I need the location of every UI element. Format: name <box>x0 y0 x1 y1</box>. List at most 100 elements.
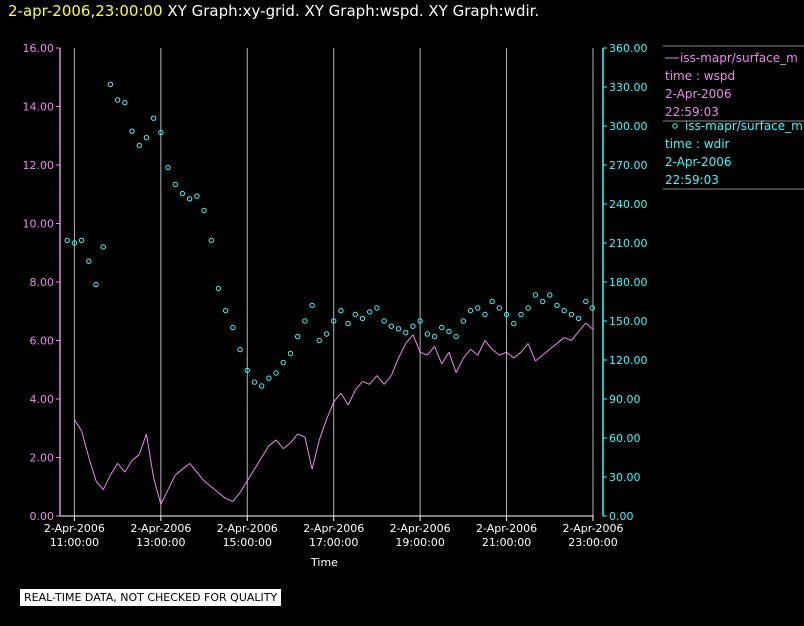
x-tick-time: 23:00:00 <box>568 536 617 549</box>
wdir-point <box>439 324 445 331</box>
wspd-segment <box>117 463 126 473</box>
wdir-point <box>453 333 459 340</box>
wspd-segment <box>549 343 558 350</box>
wspd-segment <box>564 337 572 341</box>
wspd-segment <box>347 390 356 406</box>
wdir-point <box>302 318 308 324</box>
right-tick-label: 180.00 <box>609 276 648 289</box>
wdir-point <box>237 346 243 353</box>
wdir-point <box>554 302 560 309</box>
wdir-point <box>403 330 409 336</box>
right-tick-label: 360.00 <box>609 42 648 55</box>
legend-date: 2-Apr-2006 <box>665 87 732 101</box>
wdir-point <box>417 318 423 324</box>
left-tick-label: 16.00 <box>23 42 55 55</box>
x-tick-time: 15:00:00 <box>223 536 272 549</box>
right-tick-label: 330.00 <box>609 81 648 94</box>
wdir-point <box>589 305 595 311</box>
wspd-series <box>73 322 593 505</box>
x-tick-date: 2-Apr-2006 <box>130 522 191 535</box>
wdir-point <box>222 307 229 314</box>
wdir-point <box>230 324 236 331</box>
wspd-segment <box>73 419 83 432</box>
wdir-point <box>359 315 366 322</box>
wspd-segment <box>311 439 320 470</box>
wspd-segment <box>578 322 587 333</box>
x-tick-time: 13:00:00 <box>136 536 185 549</box>
wdir-point <box>100 244 106 250</box>
wdir-point <box>186 196 193 202</box>
wspd-segment <box>326 401 335 420</box>
wspd-segment <box>268 439 277 447</box>
right-tick-label: 120.00 <box>609 354 648 367</box>
legend-variable: time : wdir <box>665 137 730 151</box>
wspd-segment <box>145 434 155 479</box>
wdir-point <box>244 367 250 374</box>
wspd-segment <box>455 357 464 373</box>
wdir-point <box>194 193 200 199</box>
wspd-segment <box>290 433 299 444</box>
wspd-segment <box>254 457 263 470</box>
legend-point-swatch <box>672 123 678 129</box>
wdir-point <box>158 129 164 136</box>
x-tick-time: 21:00:00 <box>482 536 531 549</box>
wspd-segment <box>542 348 551 356</box>
wdir-point <box>482 311 488 318</box>
wspd-segment <box>189 463 198 473</box>
wdir-point <box>395 326 402 332</box>
wspd-segment <box>426 346 435 356</box>
right-tick-label: 300.00 <box>609 120 648 133</box>
x-tick-date: 2-Apr-2006 <box>476 522 537 535</box>
wdir-point <box>424 331 431 337</box>
wspd-segment <box>369 375 378 385</box>
wdir-point <box>86 258 92 264</box>
wdir-point <box>78 237 85 244</box>
wdir-point <box>323 331 330 337</box>
x-tick-date: 2-Apr-2006 <box>217 522 278 535</box>
wspd-segment <box>88 457 97 482</box>
legend-date: 2-Apr-2006 <box>665 155 732 169</box>
wspd-segment <box>167 474 176 490</box>
wspd-segment <box>448 352 457 373</box>
wdir-point <box>374 305 380 311</box>
legend-series-name: iss-mapr/surface_m <box>680 51 798 65</box>
wspd-segment <box>81 431 90 458</box>
wspd-segment <box>153 477 162 505</box>
wspd-segment <box>297 433 306 438</box>
header-timestamp: 2-apr-2006,23:00:00 <box>8 2 163 20</box>
wdir-series <box>64 81 595 389</box>
wspd-segment <box>196 471 205 482</box>
wdir-point <box>122 99 128 106</box>
wdir-point <box>93 281 99 288</box>
x-tick-time: 17:00:00 <box>309 536 358 549</box>
wspd-segment <box>571 331 579 341</box>
wdir-point <box>150 115 157 121</box>
x-tick-time: 19:00:00 <box>395 536 444 549</box>
wspd-segment <box>513 351 522 359</box>
wdir-point <box>525 305 531 311</box>
wdir-point <box>287 350 294 357</box>
wdir-point <box>489 298 495 305</box>
wspd-segment <box>124 460 133 473</box>
wspd-segment <box>527 343 536 362</box>
wdir-point <box>496 305 503 311</box>
wdir-point <box>107 81 114 88</box>
quality-notice: REAL-TIME DATA, NOT CHECKED FOR QUALITY <box>20 589 282 606</box>
wdir-point <box>561 307 567 314</box>
left-tick-label: 8.00 <box>30 276 55 289</box>
wspd-segment <box>210 486 219 493</box>
wdir-point <box>215 285 222 292</box>
header-bar: 2-apr-2006,23:00:00 XY Graph:xy-grid. XY… <box>8 2 539 20</box>
legend-time: 22:59:03 <box>665 105 719 119</box>
wspd-segment <box>398 343 407 359</box>
wspd-segment <box>412 334 421 353</box>
wdir-point <box>460 318 467 324</box>
wspd-segment <box>499 351 507 356</box>
wdir-point <box>338 307 344 314</box>
legend-time: 22:59:03 <box>665 173 719 187</box>
wspd-segment <box>470 348 479 356</box>
wdir-point <box>352 311 359 318</box>
wspd-segment <box>275 439 284 450</box>
wdir-point <box>583 298 589 305</box>
